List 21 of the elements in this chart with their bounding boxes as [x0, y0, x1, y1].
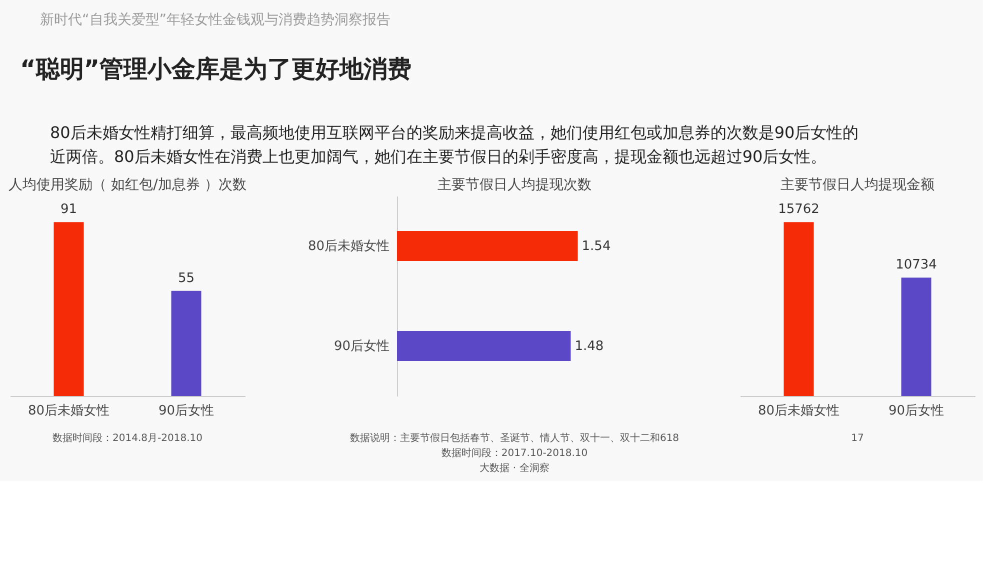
data-label: 55: [178, 270, 195, 286]
x-tick-label: 80后未婚女性: [28, 404, 110, 418]
chart-title: 人均使用奖励（ 如红包/加息券 ）次数: [8, 177, 246, 193]
text: 17: [851, 433, 864, 444]
x-tick-label: 90后女性: [888, 404, 944, 418]
text: “聪明”管理小金库是为了更好地消费: [20, 55, 412, 83]
text: 大数据 · 全洞察: [480, 462, 550, 474]
data-label: 15762: [778, 202, 820, 218]
x-tick-label: 90后女性: [158, 404, 214, 418]
text: 80后未婚女性精打细算，最高频地使用互联网平台的奖励来提高收益，她们使用红包或加息券的次数是90后女性的近两倍。80后未婚女性在消费上也更加阔气，她们在主要节假日的剁手密度高，提现金额也远超过90后女性。: [50, 123, 859, 166]
chart-title: 主要节假日人均提现金额: [780, 177, 934, 193]
chart-title: 主要节假日人均提现次数: [438, 177, 592, 193]
text: 数据说明：主要节假日包括春节、圣诞节、情人节、双十一、双十二和618: [350, 432, 680, 444]
x-tick-label: 80后未婚女性: [758, 404, 840, 418]
text: 数据时间段：2014.8月-2018.10: [52, 432, 202, 444]
text: 数据时间段：2017.10-2018.10: [441, 447, 588, 459]
text: 新时代“自我关爱型”年轻女性金钱观与消费趋势洞察报告: [40, 12, 391, 28]
data-label: 1.48: [574, 339, 604, 354]
data-label: 10734: [896, 258, 937, 273]
data-label: 91: [60, 202, 78, 218]
data-label: 1.54: [582, 239, 611, 254]
